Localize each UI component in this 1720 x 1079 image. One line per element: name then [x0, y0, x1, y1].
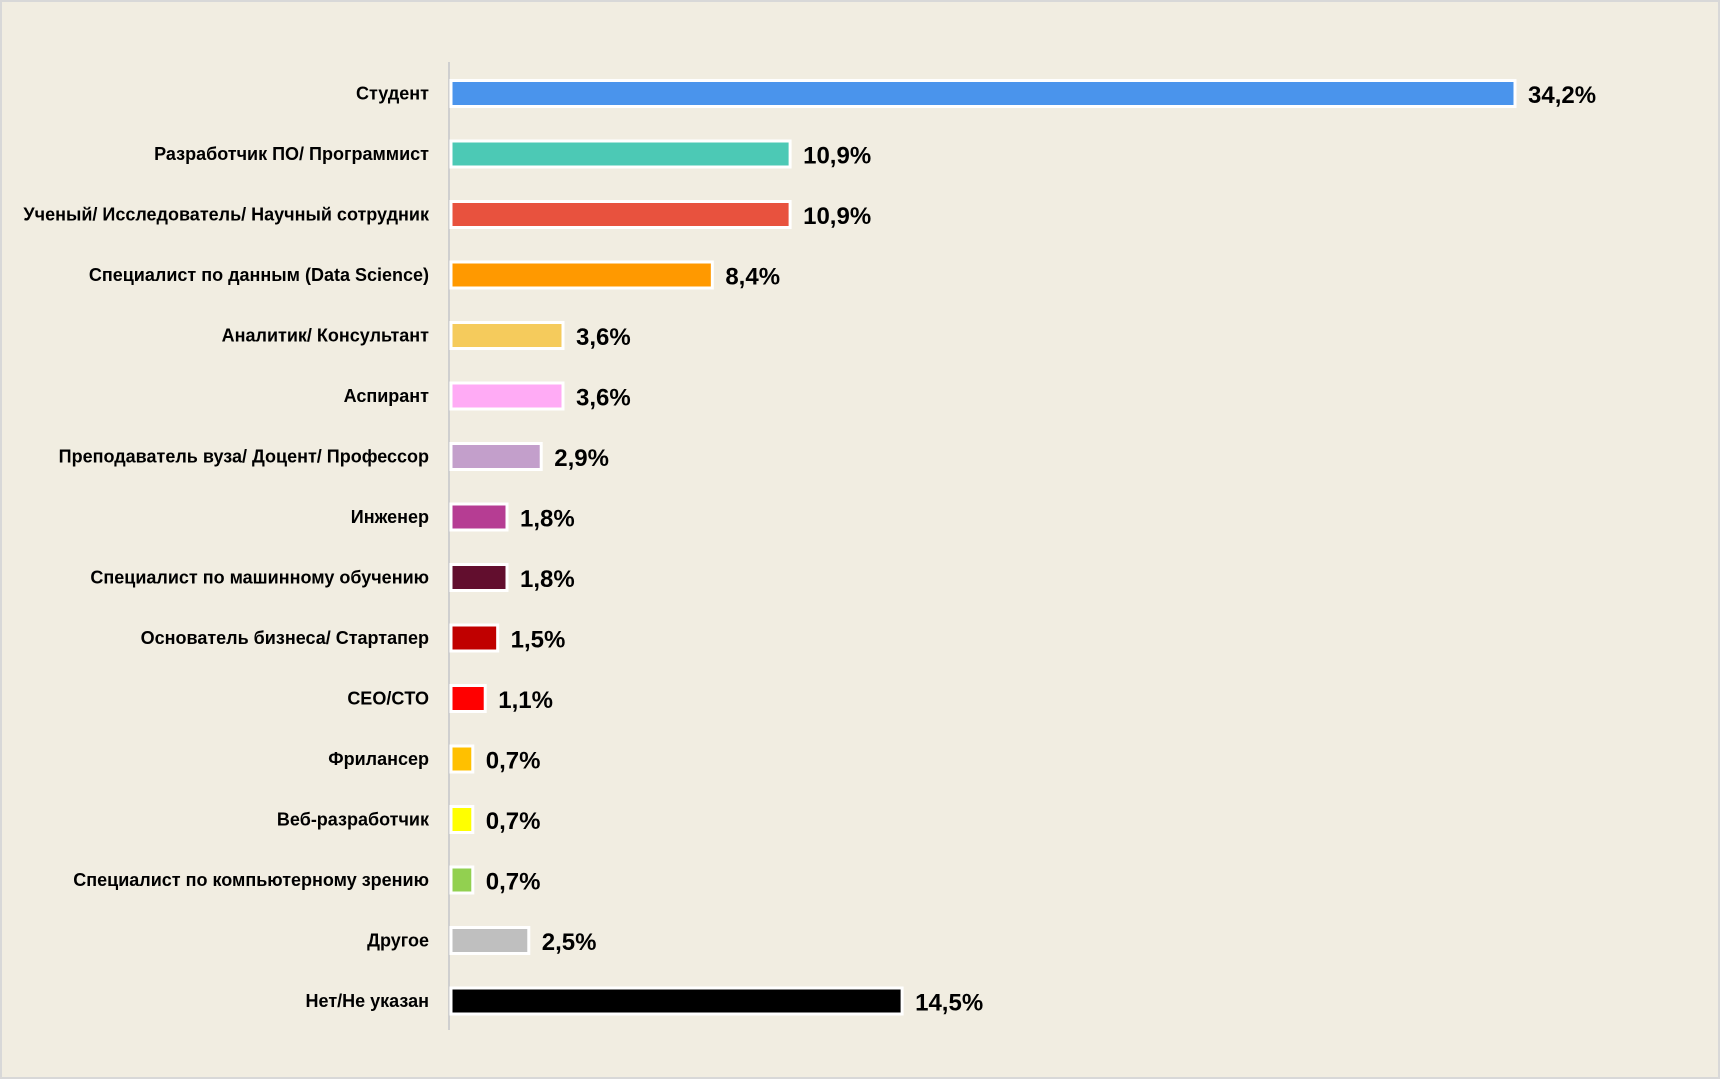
- value-label: 2,9%: [554, 445, 609, 472]
- value-label: 34,2%: [1528, 82, 1596, 109]
- value-label: 0,7%: [486, 869, 541, 896]
- category-label: Преподаватель вуза/ Доцент/ Профессор: [59, 447, 429, 467]
- category-label: Нет/Не указан: [306, 991, 429, 1011]
- value-label: 0,7%: [486, 748, 541, 775]
- category-label: Специалист по компьютерному зрению: [73, 870, 429, 890]
- category-label: Фрилансер: [328, 749, 429, 769]
- bar: [449, 623, 500, 653]
- bar: [449, 200, 792, 229]
- value-label: 1,1%: [498, 687, 553, 714]
- value-label: 1,8%: [520, 566, 575, 593]
- bar: [449, 79, 1517, 108]
- bar: [449, 684, 487, 713]
- value-label: 8,4%: [725, 264, 780, 291]
- category-label: Основатель бизнеса/ Стартапер: [141, 628, 429, 648]
- category-label: Студент: [356, 84, 429, 104]
- value-label: 3,6%: [576, 385, 631, 412]
- bar: [449, 502, 509, 532]
- category-label: CEO/CTO: [347, 689, 429, 709]
- category-label: Аспирант: [344, 386, 430, 406]
- category-label: Специалист по машинному обучению: [90, 568, 429, 588]
- bar: [449, 381, 565, 411]
- bar: [449, 744, 475, 774]
- bars-group: Студент 34,2% Разработчик ПО/ Программист 1…: [23, 79, 1596, 1017]
- value-label: 0,7%: [486, 808, 541, 835]
- bar: [449, 865, 475, 895]
- category-label: Аналитик/ Консультант: [222, 326, 430, 346]
- bar: [449, 442, 543, 471]
- value-label: 3,6%: [576, 324, 631, 351]
- value-label: 2,5%: [542, 929, 597, 956]
- value-label: 1,8%: [520, 506, 575, 533]
- bar: [449, 321, 565, 350]
- bar: [449, 805, 475, 834]
- value-label: 10,9%: [803, 203, 871, 230]
- category-label: Другое: [367, 931, 429, 951]
- category-label: Разработчик ПО/ Программист: [154, 144, 429, 164]
- category-label: Специалист по данным (Data Science): [89, 265, 429, 285]
- bar: [449, 986, 904, 1016]
- category-label: Инженер: [351, 507, 429, 527]
- bar: [449, 260, 714, 290]
- value-label: 14,5%: [915, 990, 983, 1017]
- bar: [449, 926, 531, 955]
- category-label: Веб-разработчик: [277, 810, 430, 830]
- value-label: 1,5%: [511, 627, 566, 654]
- category-label: Ученый/ Исследователь/ Научный сотрудник: [23, 205, 430, 225]
- bar: [449, 139, 792, 169]
- bar: [449, 563, 509, 592]
- value-label: 10,9%: [803, 143, 871, 170]
